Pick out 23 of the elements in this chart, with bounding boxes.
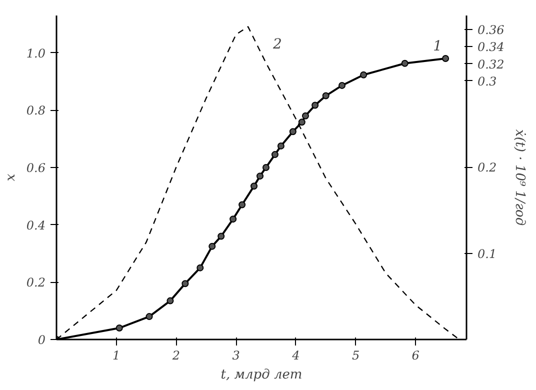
y2-axis-title: ẋ(t) · 10⁹ 1/год: [512, 129, 528, 226]
y2-tick-label: 0.2: [478, 160, 497, 175]
y2-tick-label: 0.3: [478, 74, 497, 88]
x-tick-label: 4: [291, 348, 300, 362]
y2-tick-label: 0.32: [478, 57, 504, 72]
y-tick-label: 0.8: [26, 104, 46, 118]
y-tick-label: 0.2: [26, 276, 46, 290]
y2-tick-label: 0.34: [478, 40, 504, 54]
series-label: 1: [433, 38, 442, 55]
x-axis-title: t, млрд лет: [220, 368, 302, 382]
x-tick-label: 5: [352, 348, 360, 362]
y2-tick-label: 0.36: [478, 22, 505, 37]
y-tick-label: 0.6: [26, 160, 46, 175]
y2-tick-label: 0.1: [478, 246, 497, 261]
x-tick-label: 2: [171, 348, 180, 362]
x-tick-label: 1: [112, 348, 120, 362]
x-tick-label: 3: [232, 348, 240, 362]
y-axis-title: x: [3, 173, 18, 182]
x-tick-label: 6: [412, 348, 420, 362]
y-tick-label: 1.0: [26, 46, 46, 60]
y-tick-label: 0: [38, 333, 46, 347]
series-label: 2: [272, 36, 282, 53]
y-tick-label: 0.4: [26, 218, 46, 232]
